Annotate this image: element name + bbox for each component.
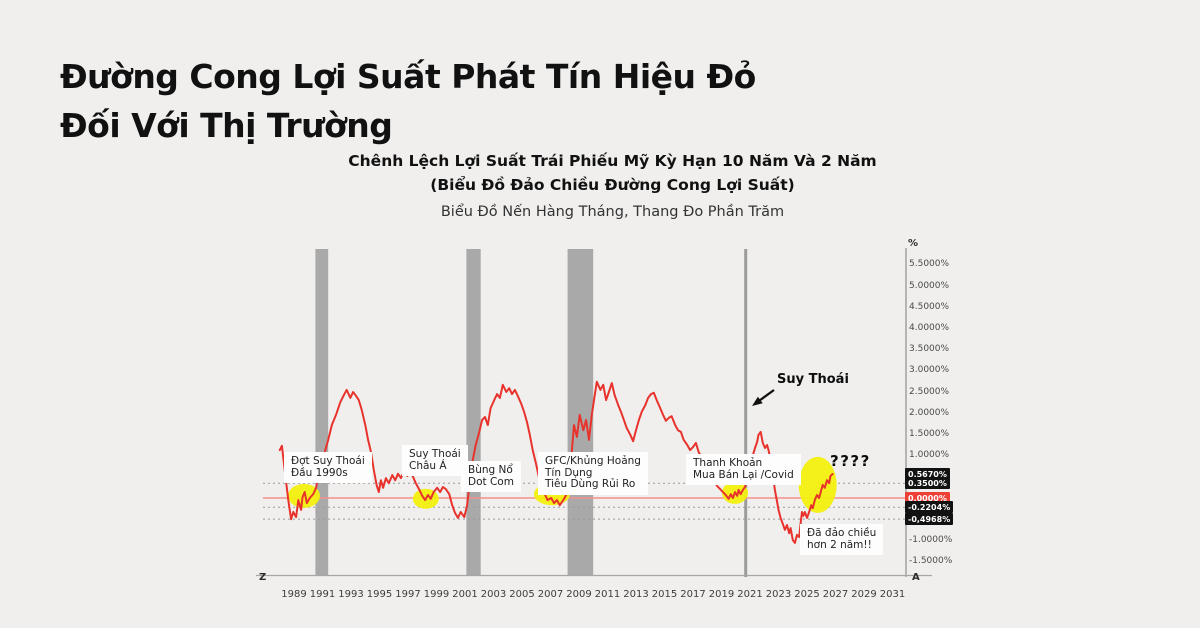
x-axis-tick: 2015 [651, 589, 678, 600]
x-axis-tick: 1991 [309, 589, 336, 600]
recession-arrow-head [752, 396, 763, 406]
title-line-2: Đối Với Thị Trường [60, 106, 393, 145]
zero-price-badge: 0.0000% [905, 492, 950, 504]
x-axis-tick: 2003 [480, 589, 507, 600]
x-axis-tick: 2023 [765, 589, 792, 600]
recession-band [315, 249, 329, 576]
title-line-1: Đường Cong Lợi Suất Phát Tín Hiệu Đỏ [60, 57, 756, 96]
annotation-line: Suy Thoái [409, 448, 461, 460]
chart-subtitle-line-2: (Biểu Đồ Đảo Chiều Đường Cong Lợi Suất) [430, 175, 795, 194]
x-axis-tick: 1993 [338, 589, 364, 600]
recession-band [466, 249, 481, 576]
annotation-line: Dot Com [468, 475, 514, 488]
annotation-line: Bùng Nổ [468, 464, 513, 476]
y-axis-tick: 1.0000% [909, 450, 950, 461]
spread-line [278, 380, 834, 544]
annotation-line: Suy Thoái [777, 372, 849, 387]
x-axis-tick: 1989 [281, 589, 307, 600]
y-axis-tick: 4.5000% [909, 301, 950, 312]
annotation-line: Mua Bán Lại /Covid [693, 468, 794, 481]
annotation-line: Châu Á [409, 459, 447, 472]
annotation-line: Tiêu Dùng Rủi Ro [545, 478, 636, 490]
x-axis-tick: 2025 [794, 589, 820, 600]
x-axis-tick: 2007 [537, 589, 564, 600]
y-axis-tick: 1.5000% [909, 428, 950, 439]
price-level-badge: -0,4968% [905, 513, 954, 526]
price-level-badge: 0.3500% [905, 477, 950, 490]
x-axis-tick: 2017 [680, 589, 706, 600]
x-axis-tick: 2011 [594, 589, 621, 600]
annotation-gfc: GFC/Khủng Hoảng Tín Dụng Tiêu Dùng Rủi Ro [538, 452, 648, 495]
x-axis-tick: 2021 [737, 589, 763, 600]
annotation-line: hơn 2 năm!! [807, 538, 872, 551]
y-axis-tick: 5.5000% [909, 259, 950, 270]
annotation-line: Đã đảo chiều [807, 527, 877, 539]
x-axis-tick: 2019 [708, 589, 735, 600]
annotation-inverted-2yrs: Đã đảo chiều hơn 2 năm!! [800, 524, 884, 555]
x-axis-tick: 2005 [509, 589, 535, 600]
x-axis-tick: 1999 [423, 589, 450, 600]
page-title: Đường Cong Lợi Suất Phát Tín Hiệu Đỏ Đối… [60, 52, 756, 150]
x-axis-tick: 2027 [822, 589, 849, 600]
y-axis-tick: 3.0000% [909, 365, 950, 376]
price-level-badge: 0.5670% [905, 468, 950, 480]
chart-subtitle-line-1: Chênh Lệch Lợi Suất Trái Phiếu Mỹ Kỳ Hạn… [348, 152, 877, 170]
annotation-early-90s: Đợt Suy Thoái Đầu 1990s [284, 452, 372, 483]
x-axis-tick: 2001 [452, 589, 478, 600]
annotation-repo-covid: Thanh Khoản Mua Bán Lại /Covid [686, 454, 801, 485]
x-axis-tick: 2009 [566, 589, 592, 600]
y-axis-tick: -1.5000% [909, 556, 953, 567]
price-level-badge: -0.2204% [905, 501, 954, 514]
annotation-line: Thanh Khoản [693, 457, 763, 469]
bottom-left-axis-label: Z [259, 572, 267, 583]
x-axis-tick: 2031 [879, 589, 906, 600]
annotation-asia-recession: Suy Thoái Châu Á [402, 445, 468, 476]
annotation-recession-callout: Suy Thoái [777, 372, 849, 387]
annotation-line: ???? [830, 452, 871, 470]
x-axis-tick: 2013 [623, 589, 649, 600]
covid-event-line [744, 249, 748, 577]
x-axis-tick: 1997 [395, 589, 421, 600]
y-axis-tick: 4.0000% [909, 322, 950, 333]
annotation-line: Tín Dụng [545, 466, 593, 479]
chart-subtitle-block: Chênh Lệch Lợi Suất Trái Phiếu Mỹ Kỳ Hạn… [320, 150, 905, 222]
x-axis-tick: 2029 [851, 589, 877, 600]
percent-axis-label: % [908, 238, 919, 249]
y-axis-tick: 2.0000% [909, 407, 950, 418]
x-axis-tick: 1995 [366, 589, 393, 600]
annotation-line: GFC/Khủng Hoảng [545, 455, 641, 467]
y-axis-tick: 2.5000% [909, 386, 950, 397]
annotation-line: Đầu 1990s [291, 466, 348, 479]
annotation-question-marks: ???? [830, 452, 871, 470]
chart-subtitle-line-3: Biểu Đồ Nến Hàng Tháng, Thang Đo Phần Tr… [440, 204, 785, 220]
y-axis-tick: 5.0000% [909, 280, 950, 291]
y-axis-tick: 3.5000% [909, 344, 950, 355]
annotation-dotcom: Bùng Nổ Dot Com [461, 461, 521, 492]
bottom-right-axis-label: A [912, 572, 920, 583]
highlight-ellipse [798, 456, 837, 513]
y-axis-tick: -1.0000% [909, 534, 953, 545]
annotation-line: Đợt Suy Thoái [291, 455, 365, 467]
recession-band [567, 249, 594, 576]
